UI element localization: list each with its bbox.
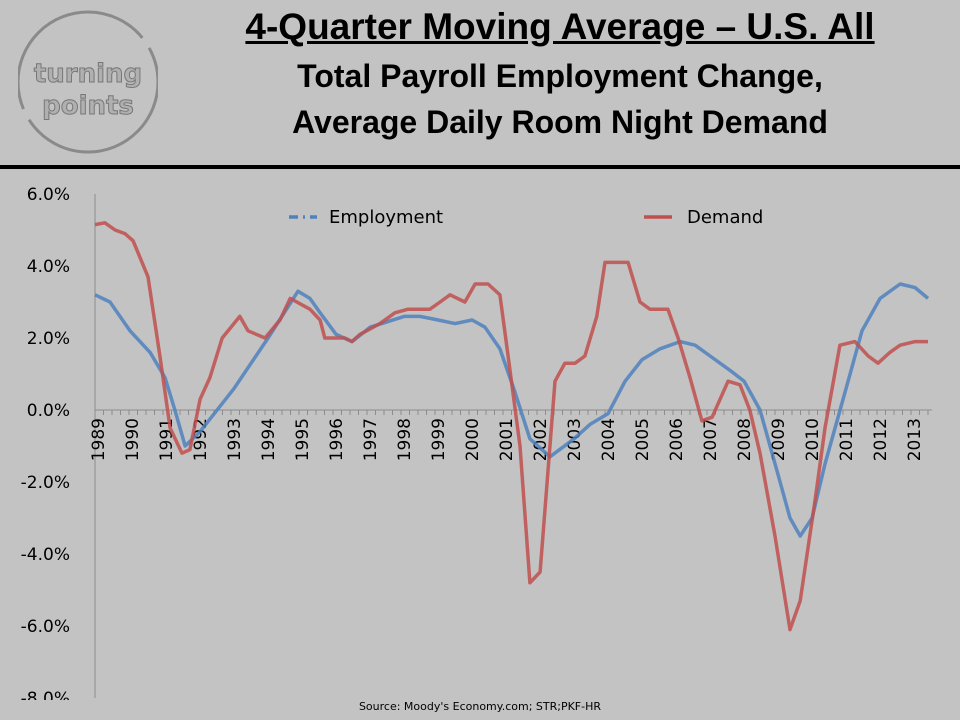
x-tick-label: 1995 — [293, 418, 313, 461]
y-tick-label: 6.0% — [27, 185, 70, 205]
x-tick-label: 2002 — [531, 418, 551, 461]
source-note: Source: Moody's Economy.com; STR;PKF-HR — [358, 700, 602, 713]
turning-points-logo: turning points — [16, 10, 160, 165]
y-tick-label: -4.0% — [21, 545, 70, 565]
x-tick-label: 2008 — [735, 418, 755, 461]
y-tick-label: 0.0% — [27, 401, 70, 421]
chart-subtitle-line1: Total Payroll Employment Change, — [297, 58, 823, 94]
x-tick-label: 2012 — [871, 418, 891, 461]
x-tick-label: 2005 — [633, 418, 653, 461]
x-tick-label: 2004 — [599, 418, 619, 461]
x-tick-label: 1998 — [395, 418, 415, 461]
y-tick-label: -8.0% — [21, 689, 70, 700]
y-tick-label: 4.0% — [27, 257, 70, 277]
x-tick-label: 2007 — [701, 418, 721, 461]
y-tick-label: -6.0% — [21, 617, 70, 637]
x-tick-label: 2009 — [769, 418, 789, 461]
series-line-demand — [94, 221, 928, 632]
legend: Employment Demand — [289, 207, 763, 228]
legend-label-demand: Demand — [687, 207, 763, 228]
x-tick-label: 1993 — [225, 418, 245, 461]
x-tick-label: 1989 — [89, 418, 109, 461]
x-tick-label: 2000 — [463, 418, 483, 461]
chart-subtitle-line2: Average Daily Room Night Demand — [292, 104, 828, 140]
x-axis: 1989 1990 1991 1992 1993 1994 1995 1996 1997 1998… — [89, 409, 932, 461]
x-tick-label: 2006 — [667, 418, 687, 461]
x-tick-label: 2010 — [803, 418, 823, 461]
y-tick-label: -2.0% — [21, 473, 70, 493]
x-tick-label: 2013 — [905, 418, 925, 461]
legend-label-employment: Employment — [329, 207, 443, 228]
x-tick-label: 2011 — [837, 418, 857, 461]
svg-text:turning: turning — [34, 59, 142, 89]
x-tick-label: 1990 — [123, 418, 143, 461]
line-chart: 6.0% 4.0% 2.0% 0.0% -2.0% -4.0% -6.0% -8.0% 198… — [21, 185, 932, 700]
series-lines — [94, 221, 930, 632]
header-divider — [0, 165, 960, 169]
x-tick-label: 2001 — [497, 418, 517, 461]
x-tick-label: 1999 — [429, 418, 449, 461]
x-tick-label: 1997 — [361, 418, 381, 461]
y-tick-label: 2.0% — [27, 329, 70, 349]
x-tick-label: 1992 — [191, 418, 211, 461]
svg-text:points: points — [42, 91, 134, 121]
x-tick-label: 1996 — [327, 418, 347, 461]
chart-title: 4-Quarter Moving Average – U.S. All — [245, 6, 875, 47]
y-axis: 6.0% 4.0% 2.0% 0.0% -2.0% -4.0% -6.0% -8.0% — [21, 185, 96, 700]
x-tick-label: 1994 — [259, 418, 279, 461]
